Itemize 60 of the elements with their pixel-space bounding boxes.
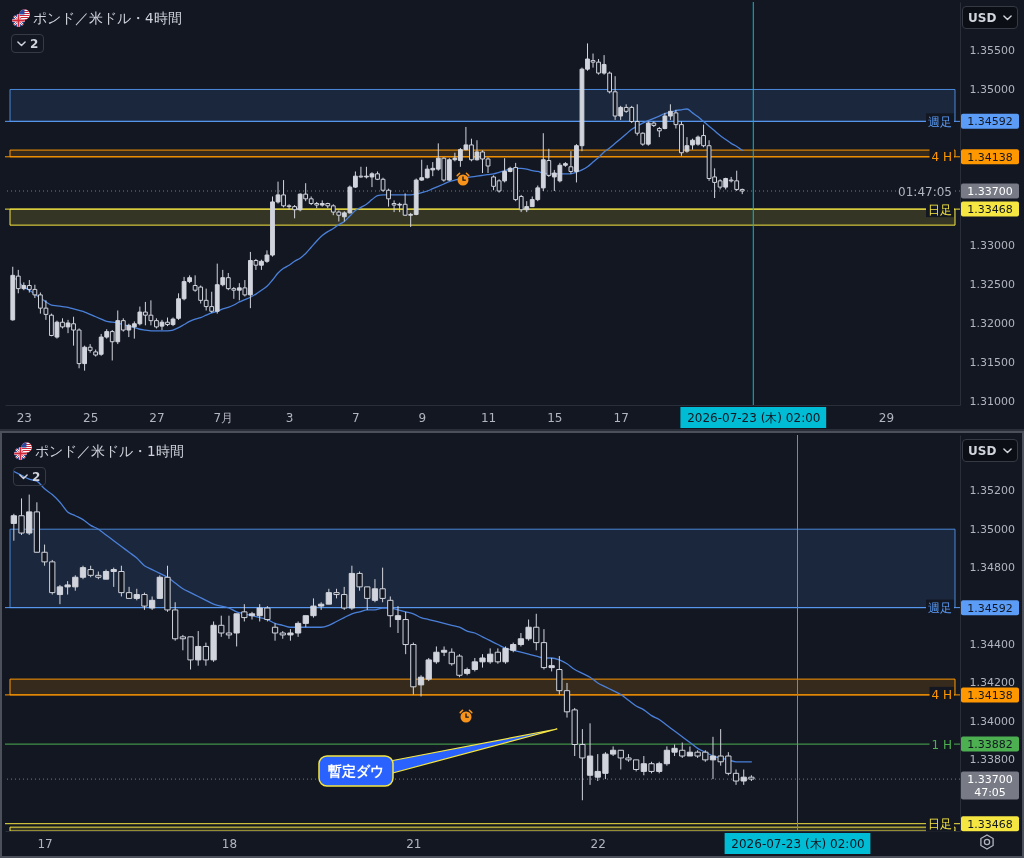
- y-tick-label: 1.34800: [969, 561, 1015, 575]
- x-tick-label: 7月: [213, 410, 234, 425]
- x-tick-label: 27: [149, 410, 165, 425]
- y-tick-label: 1.33468: [967, 203, 1013, 217]
- y-tick-label: 1.34400: [969, 638, 1015, 652]
- ref-line-label: 4 H: [931, 150, 952, 165]
- x-tick-label: 17: [37, 836, 53, 851]
- x-tick-label: 25: [82, 410, 99, 425]
- x-tick-label: 2026-07-23 (木) 02:00: [687, 410, 821, 425]
- ref-line-label: 週足: [928, 601, 952, 616]
- x-tick-label: 23: [16, 410, 32, 425]
- y-tick-label: 1.33468: [967, 817, 1013, 831]
- x-tick-label: 2026-07-23 (木) 02:00: [731, 836, 865, 851]
- toggle-button: 2: [13, 467, 47, 486]
- y-tick-label: 1.35000: [969, 82, 1015, 96]
- y-tick-label: 1.33700: [967, 773, 1013, 787]
- y-axis-title: USD: [968, 10, 997, 25]
- annotation: 暫定ダウ: [328, 763, 384, 779]
- dropdown-button: USD: [962, 6, 1018, 29]
- text: 47:05: [974, 786, 1006, 800]
- y-tick-label: 1.33700: [967, 185, 1013, 198]
- x-tick-label: 22: [590, 836, 606, 851]
- dropdown-button: USD: [962, 439, 1018, 462]
- toggle-button: 2: [11, 34, 45, 53]
- annotation: 2: [30, 36, 39, 51]
- y-tick-label: 1.35000: [969, 522, 1015, 536]
- y-tick-label: 1.31000: [969, 395, 1015, 409]
- x-tick-label: 9: [418, 410, 427, 425]
- y-axis-title: USD: [968, 443, 997, 458]
- y-tick-label: 1.34592: [967, 601, 1013, 615]
- ref-line-label: 週足: [928, 114, 952, 129]
- ref-line-label: 日足: [928, 202, 952, 217]
- y-tick-label: 1.34592: [967, 115, 1013, 129]
- x-tick-label: 21: [406, 836, 422, 851]
- x-tick-label: 15: [547, 410, 563, 425]
- ref-line-label: 日足: [928, 817, 952, 832]
- y-tick-label: 1.34138: [967, 150, 1013, 164]
- y-tick-label: 1.33800: [969, 753, 1015, 767]
- y-tick-label: 1.35200: [969, 484, 1015, 498]
- x-tick-label: 7: [352, 410, 360, 425]
- y-tick-label: 1.34138: [967, 688, 1013, 702]
- text: ポンド／米ドル・1時間: [35, 442, 184, 460]
- y-tick-label: 1.32500: [969, 278, 1015, 292]
- y-tick-label: 1.32000: [969, 317, 1015, 331]
- x-tick-label: 17: [613, 410, 629, 425]
- y-tick-label: 1.34000: [969, 714, 1015, 728]
- annotation: 01:47:05: [898, 184, 952, 199]
- annotation: 2: [32, 469, 41, 484]
- x-tick-label: 11: [480, 410, 497, 425]
- x-tick-label: 29: [878, 410, 895, 425]
- ref-line-label: 4 H: [931, 688, 952, 703]
- ref-line-label: 1 H: [931, 737, 952, 752]
- x-tick-label: 18: [221, 836, 238, 851]
- y-tick-label: 1.34200: [969, 676, 1015, 690]
- y-tick-label: 1.35500: [969, 43, 1015, 57]
- y-tick-label: 1.33882: [967, 738, 1013, 752]
- y-tick-label: 1.33000: [969, 239, 1015, 253]
- x-tick-label: 3: [285, 410, 294, 425]
- text: ポンド／米ドル・4時間: [33, 9, 182, 27]
- y-tick-label: 1.31500: [969, 356, 1015, 370]
